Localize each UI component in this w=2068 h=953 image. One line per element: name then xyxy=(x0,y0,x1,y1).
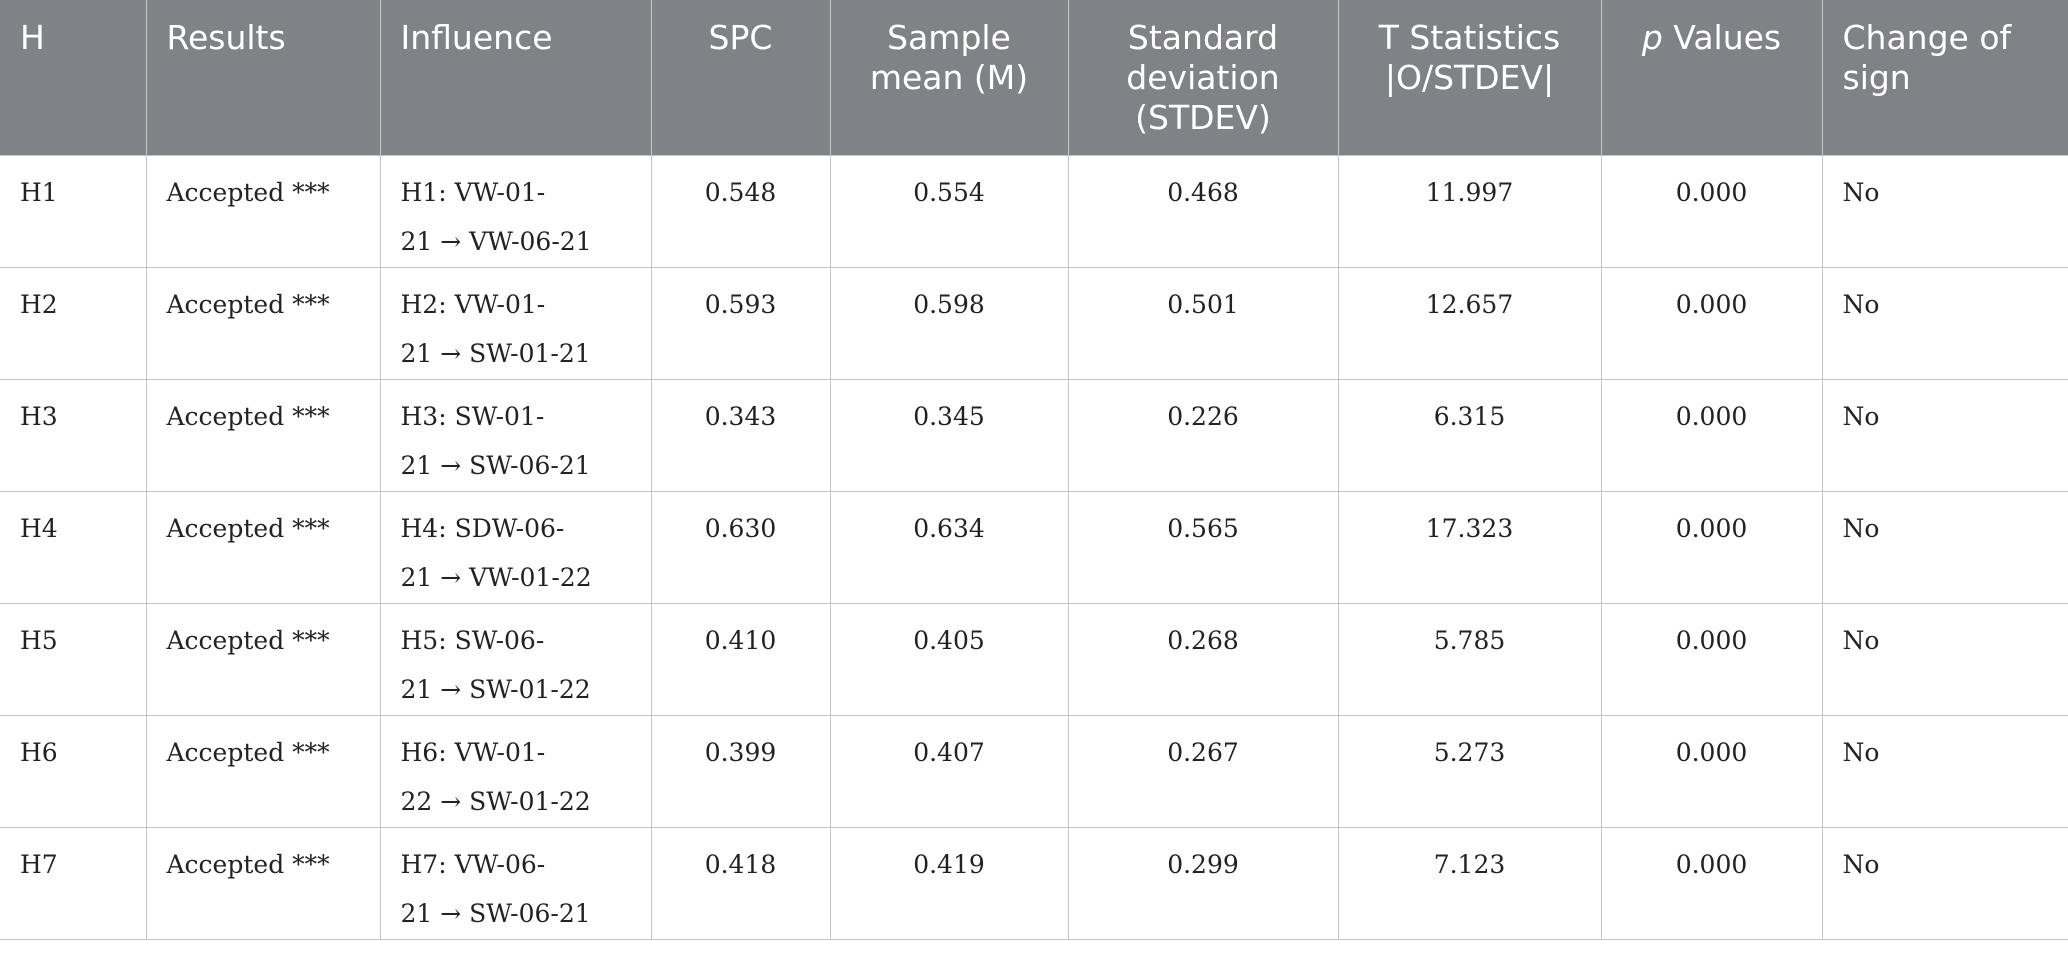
cell-standard-deviation: 0.299 xyxy=(1067,826,1339,940)
cell-p-value: 0.000 xyxy=(1600,826,1823,940)
cell-p-value: 0.000 xyxy=(1600,602,1823,716)
cell-sample-mean: 0.598 xyxy=(829,266,1069,380)
cell-result: Accepted *** xyxy=(145,714,381,828)
cell-change-of-sign: No xyxy=(1821,154,2068,268)
cell-standard-deviation: 0.565 xyxy=(1067,490,1339,604)
cell-standard-deviation: 0.468 xyxy=(1067,154,1339,268)
cell-spc: 0.548 xyxy=(650,154,831,268)
table-row: H4 Accepted *** H4: SDW-06- 21 → VW-01-22 0… xyxy=(0,490,2068,604)
table-row: H3 Accepted *** H3: SW-01- 21 → SW-06-21 0.… xyxy=(0,378,2068,492)
cell-h: H6 xyxy=(0,714,147,828)
header-standard-deviation: Standard deviation (STDEV) xyxy=(1067,0,1339,155)
cell-result: Accepted *** xyxy=(145,266,381,380)
cell-influence: H2: VW-01- 21 → SW-01-21 xyxy=(379,266,652,380)
cell-influence: H4: SDW-06- 21 → VW-01-22 xyxy=(379,490,652,604)
cell-h: H4 xyxy=(0,490,147,604)
cell-standard-deviation: 0.268 xyxy=(1067,602,1339,716)
cell-spc: 0.343 xyxy=(650,378,831,492)
cell-p-value: 0.000 xyxy=(1600,490,1823,604)
cell-influence: H1: VW-01- 21 → VW-06-21 xyxy=(379,154,652,268)
header-row: H Results Influence SPC Sample mean (M) … xyxy=(0,0,2068,155)
cell-influence: H3: SW-01- 21 → SW-06-21 xyxy=(379,378,652,492)
cell-spc: 0.410 xyxy=(650,602,831,716)
table-row: H2 Accepted *** H2: VW-01- 21 → SW-01-21 0.… xyxy=(0,266,2068,380)
cell-spc: 0.630 xyxy=(650,490,831,604)
header-p-rest: Values xyxy=(1662,18,1782,57)
cell-t-statistics: 5.273 xyxy=(1337,714,1602,828)
header-p-italic: p xyxy=(1641,18,1663,57)
header-results: Results xyxy=(145,0,381,155)
cell-h: H3 xyxy=(0,378,147,492)
cell-p-value: 0.000 xyxy=(1600,266,1823,380)
header-change-of-sign: Change of sign xyxy=(1821,0,2068,155)
cell-standard-deviation: 0.226 xyxy=(1067,378,1339,492)
cell-h: H2 xyxy=(0,266,147,380)
cell-result: Accepted *** xyxy=(145,826,381,940)
table-row: H6 Accepted *** H6: VW-01- 22 → SW-01-22 0.… xyxy=(0,714,2068,828)
cell-h: H5 xyxy=(0,602,147,716)
cell-t-statistics: 11.997 xyxy=(1337,154,1602,268)
table-row: H7 Accepted *** H7: VW-06- 21 → SW-06-21 0.… xyxy=(0,826,2068,940)
cell-sample-mean: 0.634 xyxy=(829,490,1069,604)
cell-change-of-sign: No xyxy=(1821,490,2068,604)
cell-influence: H5: SW-06- 21 → SW-01-22 xyxy=(379,602,652,716)
cell-t-statistics: 6.315 xyxy=(1337,378,1602,492)
cell-sample-mean: 0.345 xyxy=(829,378,1069,492)
header-h: H xyxy=(0,0,147,155)
cell-influence: H7: VW-06- 21 → SW-06-21 xyxy=(379,826,652,940)
cell-spc: 0.399 xyxy=(650,714,831,828)
table-row: H1 Accepted *** H1: VW-01- 21 → VW-06-21 0.… xyxy=(0,154,2068,268)
cell-sample-mean: 0.407 xyxy=(829,714,1069,828)
cell-change-of-sign: No xyxy=(1821,602,2068,716)
cell-p-value: 0.000 xyxy=(1600,154,1823,268)
cell-standard-deviation: 0.267 xyxy=(1067,714,1339,828)
header-influence: Influence xyxy=(379,0,652,155)
cell-sample-mean: 0.419 xyxy=(829,826,1069,940)
cell-t-statistics: 12.657 xyxy=(1337,266,1602,380)
cell-h: H7 xyxy=(0,826,147,940)
cell-standard-deviation: 0.501 xyxy=(1067,266,1339,380)
header-spc: SPC xyxy=(650,0,831,155)
cell-change-of-sign: No xyxy=(1821,714,2068,828)
cell-sample-mean: 0.554 xyxy=(829,154,1069,268)
table-row: H5 Accepted *** H5: SW-06- 21 → SW-01-22 0.… xyxy=(0,602,2068,716)
cell-change-of-sign: No xyxy=(1821,378,2068,492)
cell-result: Accepted *** xyxy=(145,378,381,492)
cell-sample-mean: 0.405 xyxy=(829,602,1069,716)
header-sample-mean: Sample mean (M) xyxy=(829,0,1069,155)
cell-result: Accepted *** xyxy=(145,490,381,604)
table-header: H Results Influence SPC Sample mean (M) … xyxy=(0,0,2068,155)
cell-t-statistics: 5.785 xyxy=(1337,602,1602,716)
cell-p-value: 0.000 xyxy=(1600,378,1823,492)
cell-h: H1 xyxy=(0,154,147,268)
header-t-statistics: T Statistics |O/STDEV| xyxy=(1337,0,1602,155)
cell-spc: 0.418 xyxy=(650,826,831,940)
cell-result: Accepted *** xyxy=(145,154,381,268)
cell-t-statistics: 17.323 xyxy=(1337,490,1602,604)
cell-influence: H6: VW-01- 22 → SW-01-22 xyxy=(379,714,652,828)
cell-change-of-sign: No xyxy=(1821,266,2068,380)
cell-spc: 0.593 xyxy=(650,266,831,380)
table-body: H1 Accepted *** H1: VW-01- 21 → VW-06-21 0.… xyxy=(0,154,2068,940)
cell-change-of-sign: No xyxy=(1821,826,2068,940)
header-p-values: p Values xyxy=(1600,0,1823,155)
cell-result: Accepted *** xyxy=(145,602,381,716)
cell-t-statistics: 7.123 xyxy=(1337,826,1602,940)
cell-p-value: 0.000 xyxy=(1600,714,1823,828)
